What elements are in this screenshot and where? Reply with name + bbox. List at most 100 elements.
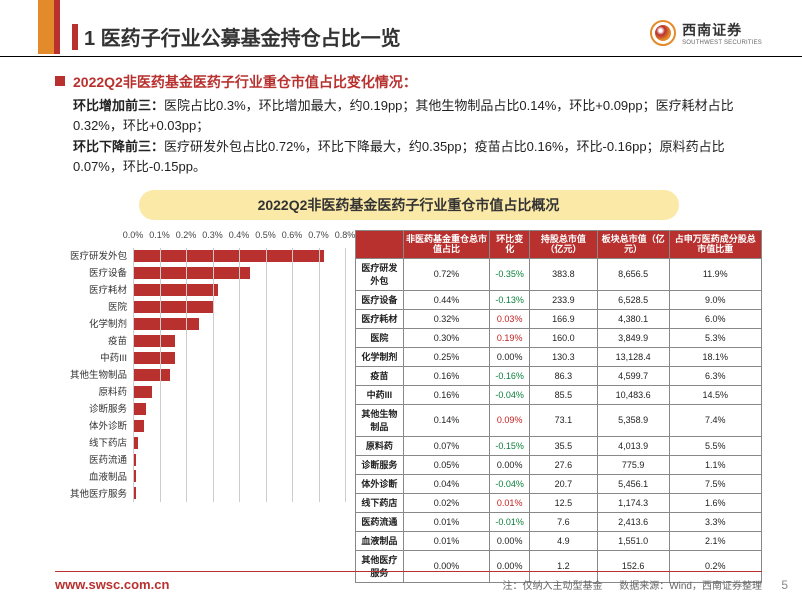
table-cell: -0.13%: [490, 290, 530, 309]
table-cell: 1,174.3: [597, 493, 669, 512]
table-cell: 0.25%: [403, 347, 489, 366]
table-cell: 5.5%: [669, 436, 761, 455]
table-cell: 医疗设备: [356, 290, 404, 309]
table-cell: 1,551.0: [597, 531, 669, 550]
bullet-heading: 2022Q2非医药基金医药子行业重仓市值占比变化情况：: [55, 72, 762, 92]
table-cell: 0.03%: [490, 309, 530, 328]
table-cell: 1.6%: [669, 493, 761, 512]
data-table-wrap: 非医药基金重仓总市值占比环比变化持股总市值（亿元）板块总市值（亿元）占申万医药成…: [355, 230, 762, 583]
table-row: 医疗设备0.44%-0.13%233.96,528.59.0%: [356, 290, 762, 309]
table-cell: 7.5%: [669, 474, 761, 493]
table-cell: 5,358.9: [597, 404, 669, 436]
chart-y-label: 医疗研发外包: [55, 248, 131, 265]
page-title-row: 1 医药子行业公募基金持仓占比一览: [72, 22, 401, 51]
chart-y-label: 体外诊断: [55, 418, 131, 435]
table-cell: 5,456.1: [597, 474, 669, 493]
chart-bar: [133, 386, 152, 398]
table-cell: -0.04%: [490, 385, 530, 404]
chart-y-label: 医疗耗材: [55, 282, 131, 299]
table-header-cell: 持股总市值（亿元）: [530, 231, 598, 259]
table-header-cell: 占申万医药成分股总市值比重: [669, 231, 761, 259]
chart-bar: [133, 267, 250, 279]
chart-tick-label: 0.1%: [149, 230, 170, 240]
table-cell: 体外诊断: [356, 474, 404, 493]
chart-bar: [133, 250, 324, 262]
table-row: 其他生物制品0.14%0.09%73.15,358.97.4%: [356, 404, 762, 436]
hbar-chart: 0.0%0.1%0.2%0.3%0.4%0.5%0.6%0.7%0.8% 医疗研…: [55, 230, 345, 502]
table-cell: 疫苗: [356, 366, 404, 385]
table-cell: 4,380.1: [597, 309, 669, 328]
table-cell: 医药流通: [356, 512, 404, 531]
table-cell: 130.3: [530, 347, 598, 366]
table-cell: 166.9: [530, 309, 598, 328]
chart-y-label: 医院: [55, 299, 131, 316]
table-cell: 4,013.9: [597, 436, 669, 455]
table-cell: 0.44%: [403, 290, 489, 309]
chart-gridline: [213, 248, 214, 502]
footer-rule: [55, 571, 762, 572]
chart-gridline: [239, 248, 240, 502]
table-row: 诊断服务0.05%0.00%27.6775.91.1%: [356, 455, 762, 474]
bullet-icon: [55, 76, 65, 86]
table-cell: 0.05%: [403, 455, 489, 474]
table-row: 中药III0.16%-0.04%85.510,483.614.5%: [356, 385, 762, 404]
table-header-cell: [356, 231, 404, 259]
table-cell: 线下药店: [356, 493, 404, 512]
chart-bar: [133, 352, 175, 364]
chart-y-label: 线下药店: [55, 435, 131, 452]
chart-gridline: [133, 248, 134, 502]
chart-bar: [133, 403, 146, 415]
table-cell: 2,413.6: [597, 512, 669, 531]
table-cell: 2.1%: [669, 531, 761, 550]
logo-cn: 西南证券: [682, 20, 762, 40]
table-row: 线下药店0.02%0.01%12.51,174.31.6%: [356, 493, 762, 512]
chart-y-label: 诊断服务: [55, 401, 131, 418]
table-cell: 3,849.9: [597, 328, 669, 347]
table-cell: 3.3%: [669, 512, 761, 531]
table-cell: 0.07%: [403, 436, 489, 455]
table-cell: 0.01%: [490, 493, 530, 512]
table-cell: 医疗耗材: [356, 309, 404, 328]
decor-bar-red: [54, 0, 60, 54]
table-cell: -0.01%: [490, 512, 530, 531]
para-increase: 环比增加前三：医院占比0.3%，环比增加最大，约0.19pp；其他生物制品占比0…: [73, 96, 762, 135]
table-cell: 9.0%: [669, 290, 761, 309]
table-cell: 0.00%: [490, 347, 530, 366]
table-cell: 0.00%: [490, 531, 530, 550]
table-cell: 73.1: [530, 404, 598, 436]
chart-bar: [133, 335, 175, 347]
divider-top: [0, 56, 802, 57]
table-cell: 10,483.6: [597, 385, 669, 404]
table-cell: 0.02%: [403, 493, 489, 512]
table-cell: -0.35%: [490, 258, 530, 290]
footer-note: 注：仅纳入主动型基金 数据来源：Wind，西南证券整理: [503, 577, 762, 592]
chart-tick-label: 0.8%: [335, 230, 356, 240]
chart-y-label: 其他生物制品: [55, 367, 131, 384]
table-cell: 35.5: [530, 436, 598, 455]
table-cell: 233.9: [530, 290, 598, 309]
footer-url: www.swsc.com.cn: [55, 577, 169, 592]
table-cell: 0.30%: [403, 328, 489, 347]
table-row: 疫苗0.16%-0.16%86.34,599.76.3%: [356, 366, 762, 385]
bullet-title: 2022Q2非医药基金医药子行业重仓市值占比变化情况：: [73, 72, 417, 92]
table-cell: 7.6: [530, 512, 598, 531]
chart-bar: [133, 318, 199, 330]
table-cell: -0.16%: [490, 366, 530, 385]
table-cell: 其他生物制品: [356, 404, 404, 436]
chart-gridline: [186, 248, 187, 502]
table-cell: 0.16%: [403, 366, 489, 385]
chart-bar: [133, 420, 144, 432]
table-cell: 医院: [356, 328, 404, 347]
table-cell: 160.0: [530, 328, 598, 347]
table-cell: 85.5: [530, 385, 598, 404]
table-cell: 1.1%: [669, 455, 761, 474]
chart-y-label: 医疗设备: [55, 265, 131, 282]
table-cell: 6.3%: [669, 366, 761, 385]
chart-y-label: 其他医疗服务: [55, 486, 131, 503]
table-cell: 5.3%: [669, 328, 761, 347]
para-decrease: 环比下降前三：医疗研发外包占比0.72%，环比下降最大，约0.35pp；疫苗占比…: [73, 137, 762, 176]
table-header-cell: 非医药基金重仓总市值占比: [403, 231, 489, 259]
table-cell: 0.14%: [403, 404, 489, 436]
chart-plot-area: [133, 248, 345, 502]
footer: www.swsc.com.cn 注：仅纳入主动型基金 数据来源：Wind，西南证…: [55, 577, 762, 592]
